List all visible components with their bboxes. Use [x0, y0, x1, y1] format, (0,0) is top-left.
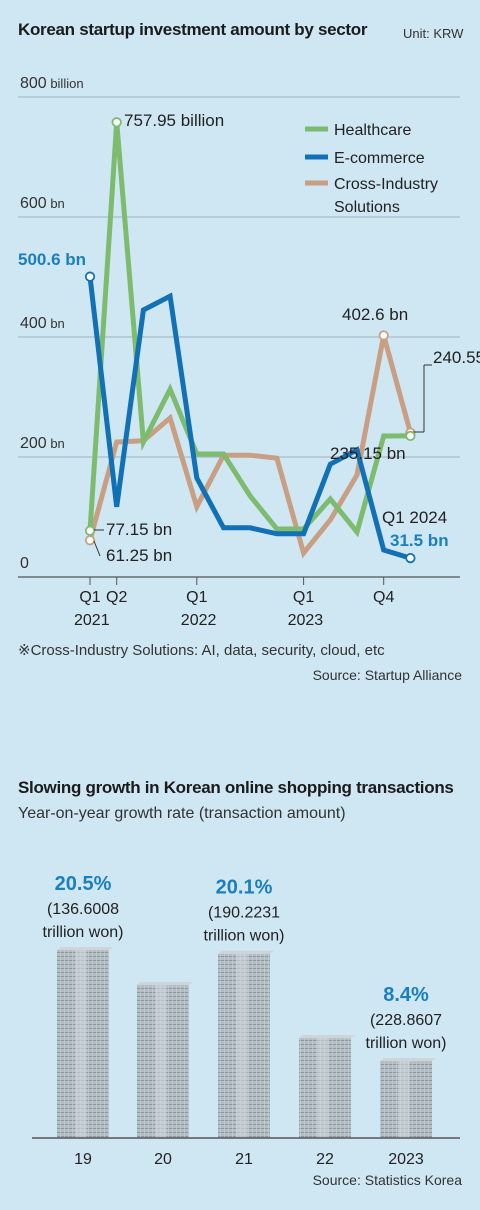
chart2-title: Slowing growth in Korean online shopping… [18, 778, 454, 797]
annotation-label: 757.95 billion [124, 111, 224, 130]
x-tick-label: 2023 [388, 1151, 424, 1168]
y-tick-label: 200 bn [20, 435, 65, 452]
bar-highlight [317, 1038, 329, 1138]
line-chart: Healthcare E-commerce Cross-Industry Soluti… [18, 75, 480, 629]
bar-top [299, 1035, 355, 1039]
y-tick-label: 0 [20, 555, 29, 572]
bar-top [380, 1057, 436, 1061]
x-tick-label: Q1 [186, 589, 207, 606]
chart2-source: Source: Statistics Korea [312, 1172, 462, 1188]
x-tick-label: Q4 [373, 589, 394, 606]
legend-label: Cross-Industry [334, 176, 438, 193]
annotation-label: 240.55 bn [433, 348, 480, 367]
point-marker [405, 430, 416, 442]
annotation-label: 235.15 bn [330, 444, 406, 463]
growth-rate-label: 20.1% [216, 877, 273, 899]
leader-line [93, 540, 101, 557]
annotation-label: 61.25 bn [106, 546, 172, 565]
x-tick-label-year: 2022 [181, 612, 217, 629]
x-tick-label-year: 2023 [288, 612, 324, 629]
point-marker [84, 535, 96, 546]
bar-highlight [75, 950, 87, 1138]
annotation-label: 500.6 bn [18, 250, 86, 269]
y-tick-label: 800 billion [20, 75, 84, 92]
amount-label: trillion won) [204, 928, 285, 945]
x-tick-label: 21 [235, 1151, 253, 1168]
bar [299, 1035, 355, 1138]
bar [218, 950, 274, 1138]
amount-label: (190.2231 [208, 905, 280, 922]
amount-label: trillion won) [366, 1035, 447, 1052]
bar [380, 1057, 436, 1138]
bar-top [57, 947, 113, 950]
x-tick-label-year: 2021 [74, 612, 110, 629]
series-line-e-commerce [87, 276, 412, 561]
point-marker [84, 525, 96, 536]
amount-label: (228.8607 [370, 1012, 442, 1029]
bar [137, 981, 193, 1138]
chart1-note: ※Cross-Industry Solutions: AI, data, sec… [18, 642, 385, 659]
x-tick-label: 19 [74, 1151, 92, 1168]
x-tick-label: Q2 [106, 589, 127, 606]
point-marker [111, 117, 122, 128]
chart1-unit-label: Unit: KRW [403, 26, 464, 41]
chart1-title: Korean startup investment amount by sect… [18, 20, 368, 39]
annotation-label: 77.15 bn [106, 520, 172, 539]
chart1-source: Source: Startup Alliance [312, 667, 462, 683]
bar-highlight [155, 984, 167, 1138]
growth-rate-label: 20.5% [55, 873, 112, 895]
point-marker [378, 330, 389, 341]
y-tick-label: 400 bn [20, 315, 65, 332]
legend-label: Healthcare [334, 122, 411, 139]
x-tick-label: 20 [154, 1151, 172, 1168]
bar-top [218, 950, 274, 954]
growth-rate-label: 8.4% [383, 984, 429, 1006]
point-marker [405, 552, 416, 564]
point-marker [84, 271, 96, 282]
annotation-label: Q1 2024 [382, 508, 447, 527]
bar-highlight [236, 953, 248, 1138]
chart2-subtitle: Year-on-year growth rate (transaction am… [18, 805, 346, 822]
amount-label: trillion won) [43, 924, 124, 941]
annotation-label: 402.6 bn [342, 305, 408, 324]
bar-top [137, 981, 193, 985]
x-tick-label: Q1 [293, 589, 314, 606]
bar [57, 947, 113, 1138]
series-line-healthcare [87, 122, 411, 538]
legend-label: Solutions [334, 199, 400, 216]
legend-label: E-commerce [334, 150, 425, 167]
y-tick-label: 600 bn [20, 195, 65, 212]
amount-label: (136.6008 [47, 901, 119, 918]
bar-highlight [398, 1060, 410, 1138]
x-tick-label: Q1 [79, 589, 100, 606]
annotation-label: 31.5 bn [390, 531, 449, 550]
x-tick-label: 22 [316, 1151, 334, 1168]
